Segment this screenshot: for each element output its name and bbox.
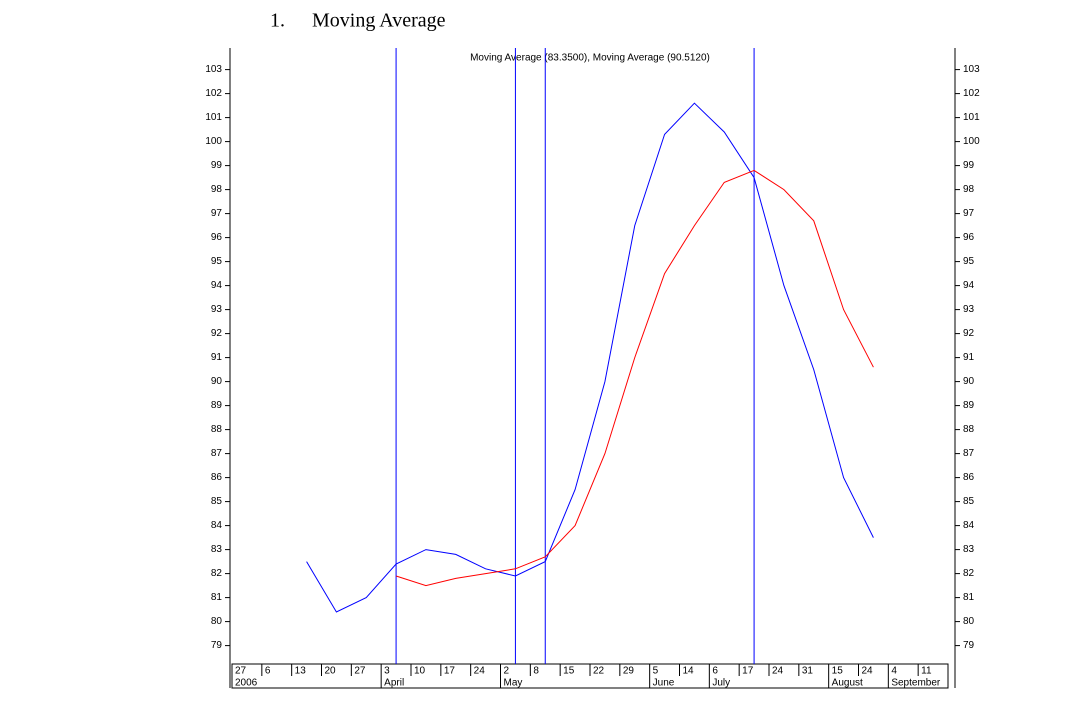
- y2-tick-label: 94: [963, 280, 975, 291]
- y2-tick-label: 83: [963, 544, 975, 555]
- x-month-label: May: [504, 678, 523, 689]
- heading-number: 1.: [270, 10, 285, 32]
- x-month-label: April: [384, 678, 404, 689]
- y2-tick-label: 99: [963, 160, 975, 171]
- x-tick-label: 14: [683, 666, 695, 677]
- x-tick-label: 24: [862, 666, 874, 677]
- y2-tick-label: 82: [963, 568, 975, 579]
- y-tick-label: 79: [211, 640, 223, 651]
- y2-tick-label: 81: [963, 592, 975, 603]
- y-tick-label: 98: [211, 184, 223, 195]
- heading-text: Moving Average: [312, 10, 446, 32]
- y-tick-label: 95: [211, 256, 223, 267]
- x-tick-label: 15: [832, 666, 844, 677]
- y2-tick-label: 100: [963, 136, 980, 147]
- y-tick-label: 81: [211, 592, 223, 603]
- x-month-label: August: [832, 678, 863, 689]
- x-tick-label: 24: [474, 666, 486, 677]
- x-tick-label: 2: [504, 666, 510, 677]
- x-tick-label: 4: [891, 666, 897, 677]
- y-tick-label: 102: [205, 88, 222, 99]
- x-tick-label: 27: [354, 666, 366, 677]
- chart-title: Moving Average (83.3500), Moving Average…: [470, 53, 710, 64]
- x-tick-label: 20: [325, 666, 337, 677]
- x-tick-label: 3: [384, 666, 390, 677]
- y-tick-label: 84: [211, 520, 223, 531]
- x-tick-label: 6: [265, 666, 271, 677]
- y-tick-label: 92: [211, 328, 223, 339]
- y2-tick-label: 92: [963, 328, 975, 339]
- y2-tick-label: 86: [963, 472, 975, 483]
- y2-tick-label: 97: [963, 208, 975, 219]
- y2-tick-label: 91: [963, 352, 975, 363]
- y2-tick-label: 80: [963, 616, 975, 627]
- y2-tick-label: 102: [963, 88, 980, 99]
- y2-tick-label: 88: [963, 424, 975, 435]
- series-line: [395, 169, 874, 587]
- y-tick-label: 101: [205, 112, 222, 123]
- y-tick-label: 97: [211, 208, 223, 219]
- y-tick-label: 82: [211, 568, 223, 579]
- y2-tick-label: 89: [963, 400, 975, 411]
- y2-tick-label: 90: [963, 376, 975, 387]
- y-tick-label: 90: [211, 376, 223, 387]
- y-tick-label: 80: [211, 616, 223, 627]
- y-tick-label: 100: [205, 136, 222, 147]
- y-tick-label: 103: [205, 64, 222, 75]
- x-tick-label: 10: [414, 666, 426, 677]
- x-tick-label: 24: [772, 666, 784, 677]
- y-tick-label: 89: [211, 400, 223, 411]
- x-tick-label: 17: [444, 666, 456, 677]
- x-tick-label: 17: [742, 666, 754, 677]
- y2-tick-label: 93: [963, 304, 975, 315]
- y-tick-label: 91: [211, 352, 223, 363]
- x-month-label: June: [653, 678, 675, 689]
- y2-tick-label: 95: [963, 256, 975, 267]
- x-tick-label: 31: [802, 666, 814, 677]
- x-tick-label: 8: [533, 666, 539, 677]
- y-tick-label: 87: [211, 448, 223, 459]
- y2-tick-label: 84: [963, 520, 975, 531]
- y2-tick-label: 98: [963, 184, 975, 195]
- y-tick-label: 83: [211, 544, 223, 555]
- y-tick-label: 94: [211, 280, 223, 291]
- y2-tick-label: 85: [963, 496, 975, 507]
- x-tick-label: 11: [921, 666, 932, 677]
- y2-tick-label: 87: [963, 448, 975, 459]
- x-tick-label: 27: [235, 666, 247, 677]
- y-tick-label: 86: [211, 472, 223, 483]
- y2-tick-label: 101: [963, 112, 980, 123]
- x-tick-label: 22: [593, 666, 605, 677]
- y2-tick-label: 96: [963, 232, 975, 243]
- y-tick-label: 96: [211, 232, 223, 243]
- x-tick-label: 6: [712, 666, 718, 677]
- x-month-label: 2006: [235, 678, 258, 689]
- y-tick-label: 88: [211, 424, 223, 435]
- series-line: [306, 102, 874, 613]
- x-month-label: July: [712, 678, 730, 689]
- y2-tick-label: 103: [963, 64, 980, 75]
- y-tick-label: 99: [211, 160, 223, 171]
- x-tick-label: 29: [623, 666, 635, 677]
- x-tick-label: 13: [295, 666, 307, 677]
- y2-tick-label: 79: [963, 640, 975, 651]
- y-tick-label: 93: [211, 304, 223, 315]
- y-tick-label: 85: [211, 496, 223, 507]
- x-month-label: September: [891, 678, 941, 689]
- x-tick-label: 15: [563, 666, 575, 677]
- x-tick-label: 5: [653, 666, 659, 677]
